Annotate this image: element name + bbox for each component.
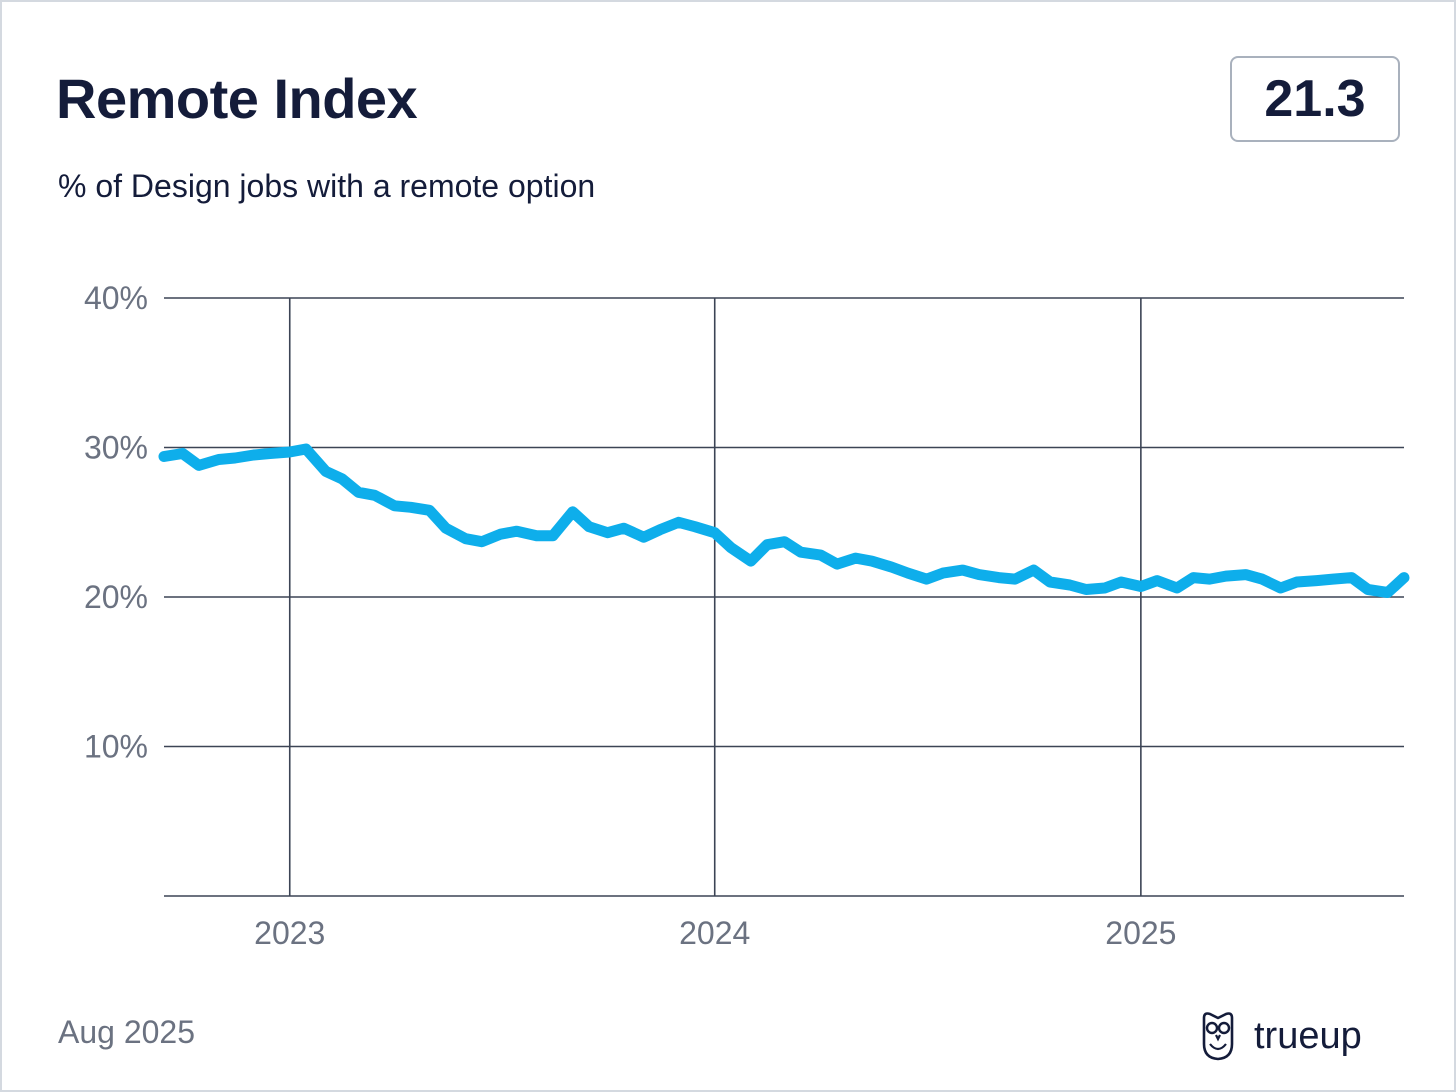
y-tick-label: 20% <box>84 579 148 615</box>
chart-subtitle: % of Design jobs with a remote option <box>58 168 596 204</box>
brand-name: trueup <box>1254 1014 1362 1057</box>
current-value: 21.3 <box>1264 70 1366 128</box>
x-tick-label: 2023 <box>254 915 325 951</box>
y-tick-label: 10% <box>84 729 148 765</box>
x-tick-label: 2025 <box>1105 915 1176 951</box>
current-value-badge: 21.3 <box>1230 56 1400 142</box>
y-tick-label: 30% <box>84 430 148 466</box>
chart-date: Aug 2025 <box>58 1014 196 1050</box>
brand-logo: trueup <box>1198 1010 1362 1062</box>
y-tick-label: 40% <box>84 280 148 316</box>
chart-title: Remote Index <box>56 67 418 130</box>
x-tick-label: 2024 <box>679 915 750 951</box>
remote-index-series-line <box>158 443 1410 598</box>
owl-icon <box>1202 1012 1234 1061</box>
